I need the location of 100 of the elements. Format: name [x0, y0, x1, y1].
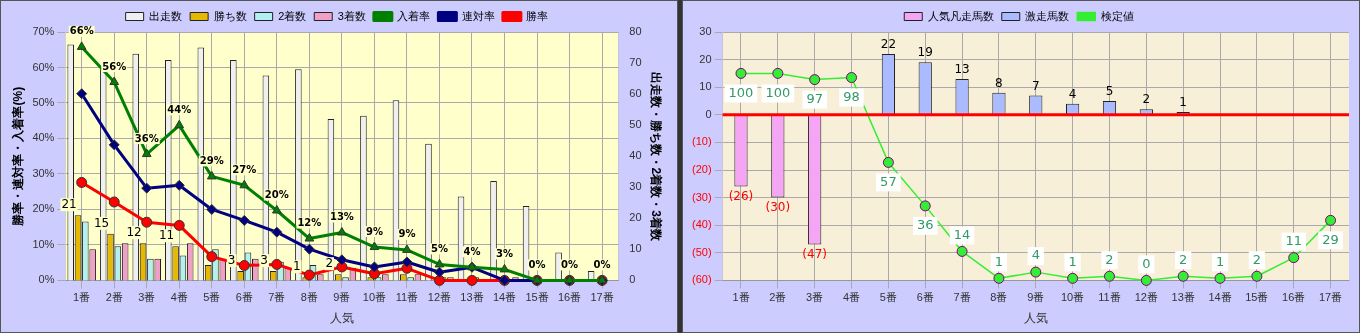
y2-tick-label: 80: [629, 25, 642, 38]
x-tick-label: 16番: [1282, 291, 1306, 304]
data-label: 5%: [430, 243, 448, 255]
x-tick-label: 9番: [333, 291, 351, 304]
legend-label: 出走数: [149, 9, 183, 22]
y2-tick-label: 60: [629, 87, 642, 100]
x-tick-label: 13番: [1171, 291, 1195, 304]
y-tick-label: 0: [705, 107, 712, 120]
data-label: (47): [802, 246, 828, 261]
legend-label: 3着数: [337, 9, 366, 22]
x-tick-label: 2番: [105, 291, 123, 304]
legend-label: 勝ち数: [213, 9, 247, 22]
x-tick-label: 14番: [1208, 291, 1232, 304]
data-label: 1: [292, 259, 301, 274]
legend-label: 2着数: [278, 9, 307, 22]
x-tick-label: 10番: [1061, 291, 1085, 304]
x-tick-label: 11番: [395, 291, 419, 304]
y2-tick-label: 40: [629, 149, 642, 162]
legend-label: 入着率: [397, 9, 431, 22]
data-label: 2: [1252, 251, 1262, 267]
x-tick-label: 3番: [806, 291, 824, 304]
data-label: 100: [765, 84, 791, 100]
data-label: 29%: [199, 155, 224, 167]
x-axis-title: 人気: [1023, 311, 1048, 326]
legend-label: 検定値: [1100, 9, 1134, 22]
data-label: 9%: [365, 225, 383, 237]
data-label: 1: [1179, 95, 1187, 110]
y-tick-label: (30): [692, 190, 712, 203]
y-tick-label: (10): [692, 135, 712, 148]
x-tick-label: 6番: [235, 291, 253, 304]
data-label: 5: [1105, 84, 1114, 99]
y-tick-label: 10%: [32, 237, 55, 250]
data-label: 2: [1105, 251, 1114, 267]
x-tick-label: 15番: [525, 291, 549, 304]
data-label: 0%: [561, 258, 579, 270]
y-axis-title: 勝率・連対率・入着率(%): [10, 86, 25, 227]
x-tick-label: 10番: [362, 291, 387, 304]
data-label: 3%: [496, 247, 514, 259]
y-tick-label: 70%: [32, 25, 55, 38]
y2-tick-label: 30: [629, 180, 642, 193]
x-tick-label: 15番: [1245, 291, 1269, 304]
data-label: 2: [1142, 92, 1151, 107]
x-tick-label: 9番: [1027, 291, 1045, 304]
y2-tick-label: 20: [629, 211, 642, 224]
data-label: 12: [126, 225, 142, 240]
x-tick-label: 8番: [990, 291, 1008, 304]
y-tick-label: (50): [692, 245, 712, 258]
y2-tick-label: 10: [629, 242, 642, 255]
x-tick-label: 12番: [427, 291, 452, 304]
x-tick-label: 6番: [916, 291, 934, 304]
legend-label: 激走馬数: [1025, 9, 1070, 22]
data-label: 0: [1142, 255, 1151, 271]
data-label: 1: [1215, 253, 1225, 269]
data-label: 57: [880, 173, 897, 189]
data-label: 8: [995, 75, 1003, 90]
y-tick-label: 0%: [38, 273, 55, 286]
x-tick-label: 7番: [268, 291, 286, 304]
y2-tick-label: 70: [629, 56, 642, 69]
data-label: 13%: [329, 211, 354, 223]
data-label: 11: [1285, 233, 1302, 249]
data-label: 1: [1068, 253, 1077, 269]
data-label: 19: [917, 45, 933, 60]
data-label: 11: [158, 228, 175, 243]
y-tick-label: 10: [699, 80, 712, 93]
data-label: 56%: [102, 60, 127, 72]
data-label: 4%: [463, 245, 481, 257]
legend-label: 人気凡走馬数: [927, 9, 994, 22]
data-label: 36%: [134, 132, 159, 144]
x-tick-label: 7番: [953, 291, 971, 304]
legend-label: 勝率: [526, 9, 549, 22]
x-tick-label: 2番: [769, 291, 787, 304]
x-tick-label: 5番: [879, 291, 897, 304]
x-tick-label: 1番: [732, 291, 750, 304]
data-label: 36: [916, 217, 934, 233]
data-label: 27%: [232, 163, 257, 175]
data-label: (30): [765, 199, 791, 214]
y-tick-label: 40%: [32, 131, 55, 144]
data-label: 1: [994, 253, 1004, 269]
data-label: 2: [325, 256, 334, 271]
data-label: 2: [1179, 251, 1188, 267]
data-label: 9%: [398, 228, 416, 240]
data-label: 0%: [528, 258, 546, 270]
x-tick-label: 17番: [590, 291, 614, 304]
x-tick-label: 1番: [73, 291, 91, 304]
x-tick-label: 3番: [138, 291, 156, 304]
data-label: 13: [954, 62, 970, 77]
y-tick-label: 30: [699, 25, 712, 38]
y-tick-label: 30%: [32, 166, 55, 179]
x-tick-label: 12番: [1134, 291, 1158, 304]
data-label: 66%: [69, 25, 94, 37]
data-label: 7: [1031, 78, 1040, 93]
x-tick-label: 11番: [1098, 291, 1121, 304]
y-tick-label: 20%: [32, 202, 55, 215]
x-tick-label: 16番: [557, 291, 582, 304]
data-label: 44%: [167, 103, 192, 115]
x-tick-label: 13番: [460, 291, 484, 304]
x-axis-title: 人気: [329, 311, 354, 326]
legend-label: 連対率: [461, 9, 495, 22]
data-label: 4: [1031, 247, 1040, 263]
data-label: 14: [953, 226, 971, 242]
